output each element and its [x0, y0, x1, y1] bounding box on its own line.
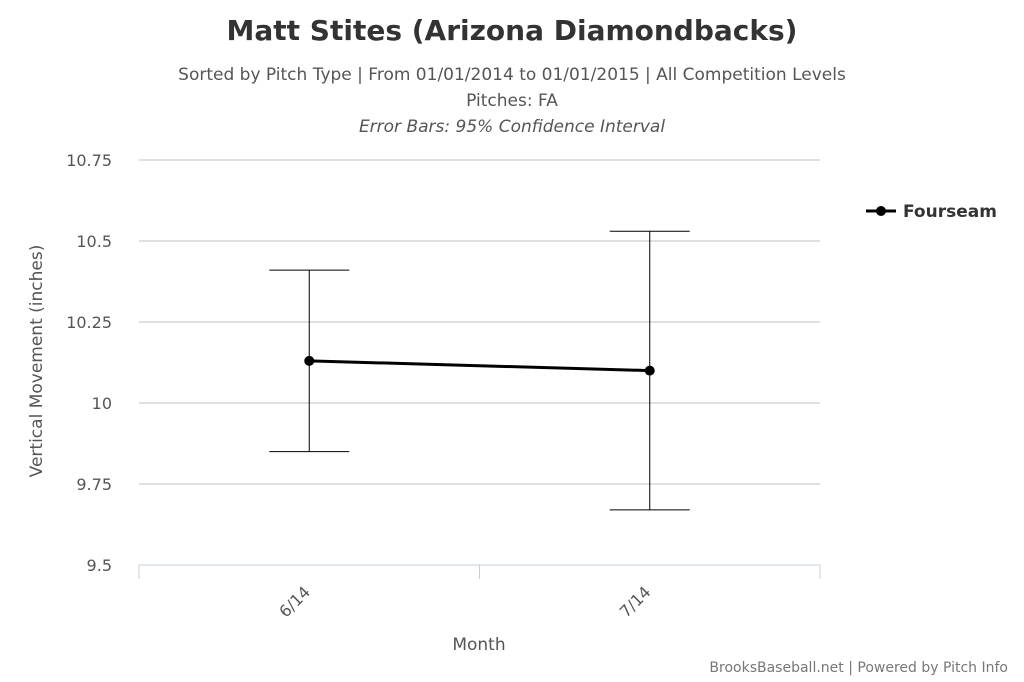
- subtitle-pitches: Pitches: FA: [466, 91, 558, 111]
- data-point: [304, 355, 315, 366]
- y-tick-label: 9.75: [76, 475, 112, 494]
- legend[interactable]: Fourseam: [866, 202, 997, 222]
- series-line: [309, 359, 650, 373]
- x-tick-label: 6/14: [275, 582, 314, 621]
- credits-link[interactable]: BrooksBaseball.net | Powered by Pitch In…: [709, 660, 1008, 676]
- y-tick-label: 10.75: [66, 151, 112, 170]
- y-tick-labels: 9.5 9.75 10 10.25 10.5 10.75: [66, 151, 112, 575]
- x-tick-labels: 6/14 7/14: [275, 582, 654, 621]
- chart-title: Matt Stites (Arizona Diamondbacks): [226, 14, 798, 47]
- x-axis: [138, 564, 821, 579]
- data-points: [304, 355, 655, 376]
- y-tick-label: 10.25: [66, 313, 112, 332]
- x-axis-title: Month: [452, 635, 505, 655]
- x-tick-label: 7/14: [616, 582, 655, 621]
- chart-subtitle: Sorted by Pitch Type | From 01/01/2014 t…: [0, 62, 1024, 140]
- y-tick-label: 10.5: [76, 232, 112, 251]
- y-axis-title: Vertical Movement (inches): [27, 245, 47, 478]
- series-lines: [309, 359, 650, 373]
- legend-label: Fourseam: [903, 202, 997, 222]
- legend-marker: [876, 206, 886, 216]
- data-point: [644, 365, 655, 376]
- y-tick-label: 10: [92, 394, 112, 413]
- subtitle-filters: Sorted by Pitch Type | From 01/01/2014 t…: [178, 65, 846, 85]
- subtitle-error-bars: Error Bars: 95% Confidence Interval: [358, 117, 666, 137]
- grid-lines: [139, 159, 820, 485]
- y-tick-label: 9.5: [87, 556, 112, 575]
